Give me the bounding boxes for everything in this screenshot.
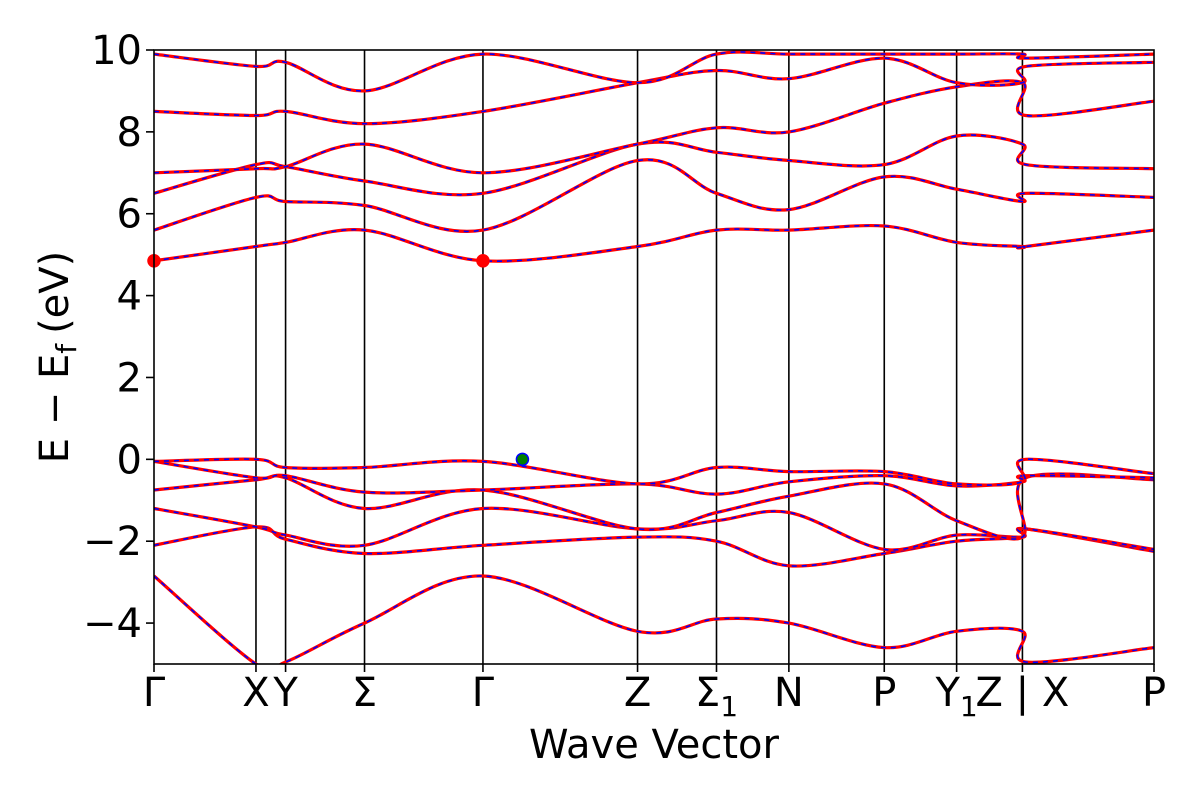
x-tick-label-main: Y — [272, 670, 298, 716]
bands-layer — [154, 50, 1154, 664]
band-b7 — [154, 223, 1154, 263]
x-tick-label-main: Y — [934, 670, 960, 716]
x-tick-label: N — [774, 670, 804, 716]
markers-layer — [147, 254, 530, 467]
band-b10-dashed — [154, 80, 1154, 174]
x-tick-label: Y — [272, 670, 298, 716]
x-tick-label: Γ — [143, 670, 166, 716]
y-tick-label: 6 — [117, 192, 142, 238]
x-tick-label: Σ1 — [695, 670, 738, 723]
x-tick-label-main: Z — [624, 670, 651, 716]
marker-vbm — [515, 452, 530, 467]
y-axis-title-subscript: f — [50, 343, 83, 354]
band-b8-dashed — [154, 158, 1154, 233]
y-tick-label: 10 — [91, 28, 142, 74]
y-axis-title-unit: (eV) — [32, 251, 78, 334]
x-tick-label-main: Γ — [143, 670, 166, 716]
band-b9-dashed — [154, 134, 1154, 196]
x-tick-label: Y1 — [934, 670, 977, 723]
x-tick-label-main: Γ — [472, 670, 495, 716]
x-tick-label: Σ — [352, 670, 377, 716]
x-tick-label: Γ — [472, 670, 495, 716]
x-tick-label: P — [872, 670, 896, 716]
x-tick-label-subscript: 1 — [960, 690, 978, 723]
x-tick-label-main: Σ — [695, 670, 720, 716]
x-tick-label-main: P — [1142, 670, 1166, 716]
x-tick-label: X — [242, 670, 269, 716]
band-b12-dashed — [154, 51, 1154, 92]
band-b2-dashed — [154, 526, 1154, 567]
x-tick-label: P — [1142, 670, 1166, 716]
band-b11-dashed — [154, 57, 1154, 125]
band-b9 — [154, 133, 1154, 197]
y-tick-label: −4 — [83, 601, 142, 647]
x-tick-label-main: P — [872, 670, 896, 716]
y-tick-label: −2 — [83, 519, 142, 565]
band-b5 — [154, 459, 1154, 496]
band-b2 — [154, 525, 1154, 568]
band-b1-dashed — [154, 575, 1154, 664]
y-axis: −4 −2 0 2 4 6 8 10 — [83, 28, 154, 647]
y-tick-label: 4 — [117, 274, 142, 320]
x-tick-label-main: Σ — [352, 670, 377, 716]
high-symmetry-lines — [255, 50, 1024, 664]
band-b4-dashed — [154, 473, 1154, 540]
marker-cbm-gamma-mid — [476, 254, 490, 268]
x-tick-label-subscript: 1 — [720, 690, 738, 723]
x-axis-title: Wave Vector — [529, 722, 780, 768]
band-b5-dashed — [154, 460, 1154, 495]
plot-frame — [153, 49, 1155, 665]
y-axis-title-main: E − E — [32, 354, 78, 464]
y-tick-label: 2 — [117, 355, 142, 401]
x-tick-label-main: Z | X — [976, 670, 1070, 716]
x-tick-label: Z | X — [976, 670, 1070, 716]
x-tick-label: Z — [624, 670, 651, 716]
x-tick-label-main: N — [774, 670, 804, 716]
y-axis-title: E − Ef (eV) — [32, 251, 83, 464]
band-b6-dashed — [154, 458, 1154, 486]
band-b1 — [154, 574, 1154, 664]
y-tick-label: 8 — [117, 110, 142, 156]
x-tick-label-main: X — [242, 670, 269, 716]
band-b7-dashed — [154, 224, 1154, 262]
y-tick-label: 0 — [117, 437, 142, 483]
